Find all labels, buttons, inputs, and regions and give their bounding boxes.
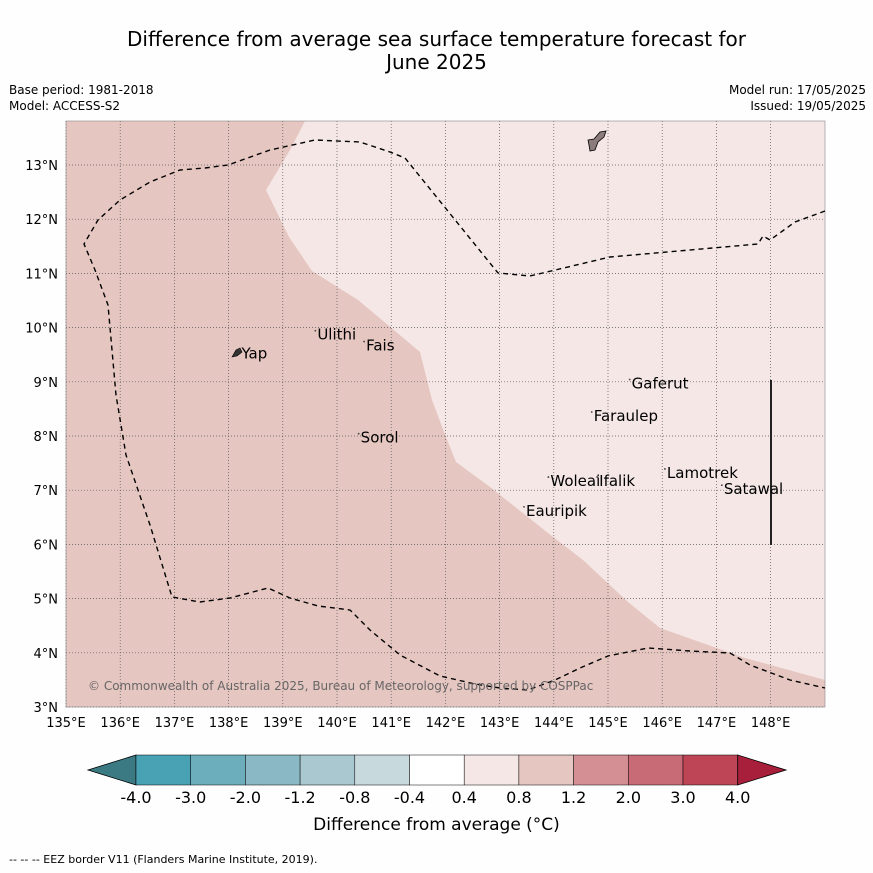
lat-tick-label: 11°N <box>25 267 58 282</box>
island-label: Faraulep <box>594 407 658 425</box>
lon-tick-label: 140°E <box>317 716 357 731</box>
island-marker <box>238 348 241 351</box>
colorbar-segment <box>573 754 629 786</box>
lat-tick-label: 6°N <box>34 538 59 553</box>
island-marker <box>664 468 666 470</box>
colorbar-tick-label: 2.0 <box>616 788 641 807</box>
metadata-right: Model run: 17/05/2025 Issued: 19/05/2025 <box>729 82 866 114</box>
island-marker <box>720 484 723 487</box>
island-marker <box>523 505 525 508</box>
lon-tick-label: 142°E <box>426 716 466 731</box>
island-label: Woleai <box>550 472 600 490</box>
title-line-2: June 2025 <box>386 50 487 74</box>
eez-border <box>83 139 826 691</box>
lat-tick-label: 13°N <box>25 159 58 174</box>
colorbar-tick-label: 3.0 <box>670 788 695 807</box>
colorbar-tick-label: -0.8 <box>339 788 370 807</box>
model-name: Model: ACCESS-S2 <box>9 99 121 113</box>
colorbar-tick-label: -4.0 <box>120 788 151 807</box>
colorbar-label: Difference from average (°C) <box>313 815 560 835</box>
island-label: Eauripik <box>526 502 587 520</box>
colorbar-tick-label: -0.4 <box>394 788 425 807</box>
colorbar: -4.0 -3.0 -2.0 -1.2 -0.8 -0.4 0.4 0.8 1.2 2.0 3.0 4… <box>86 754 788 807</box>
colorbar-segment <box>190 754 246 786</box>
colorbar-tick-label: 4.0 <box>725 788 750 807</box>
colorbar-tick-label: 0.8 <box>506 788 531 807</box>
title-line-1: Difference from average sea surface temp… <box>126 27 746 51</box>
island-marker <box>590 411 593 413</box>
colorbar-segment <box>628 754 684 786</box>
lon-tick-label: 144°E <box>534 716 574 731</box>
island-label: Ifalik <box>599 472 635 490</box>
colorbar-segment <box>354 754 410 786</box>
latitude-ticks: 3°N 4°N 5°N 6°N 7°N 8°N 9°N 10°N 11°N 12°N 13°N <box>25 159 58 716</box>
lon-tick-label: 138°E <box>209 716 249 731</box>
island-marker <box>314 329 317 332</box>
lon-tick-label: 135°E <box>46 716 86 731</box>
map-title: Difference from average sea surface temp… <box>0 28 873 74</box>
lat-tick-label: 9°N <box>34 376 59 391</box>
island-label: Ulithi <box>317 326 356 344</box>
lon-tick-label: 139°E <box>263 716 303 731</box>
island-marker <box>628 378 631 381</box>
lon-tick-label: 146°E <box>642 716 682 731</box>
lon-tick-label: 141°E <box>371 716 411 731</box>
longitude-ticks: 135°E 136°E 137°E 138°E 139°E 140°E 141°E 142°E… <box>46 716 790 731</box>
island-marker <box>363 340 365 343</box>
lon-tick-label: 147°E <box>697 716 737 731</box>
lat-tick-label: 7°N <box>34 484 59 499</box>
island-label: Fais <box>366 337 395 355</box>
colorbar-segment <box>299 754 356 786</box>
lat-tick-label: 3°N <box>34 701 59 716</box>
anomaly-region-high <box>266 121 825 680</box>
island-label: Gaferut <box>632 375 689 393</box>
island-labels: Yap Ulithi Fais Sorol Gaferut Faraulep WoleaiI… <box>238 326 783 520</box>
footnote: -- -- -- EEZ border V11 (Flanders Marine… <box>9 853 318 866</box>
colorbar-extend-high <box>737 754 788 786</box>
island-label: Sorol <box>361 429 399 447</box>
lon-tick-label: 136°E <box>100 716 140 731</box>
lon-tick-label: 137°E <box>155 716 195 731</box>
lat-tick-label: 5°N <box>34 593 59 608</box>
colorbar-tick-label: 0.4 <box>451 788 476 807</box>
copyright-notice: © Commonwealth of Australia 2025, Bureau… <box>88 679 593 693</box>
base-period: Base period: 1981-2018 <box>9 83 154 97</box>
island-label: Yap <box>240 345 267 363</box>
guam-island-shape <box>587 130 607 152</box>
colorbar-segment <box>409 754 465 786</box>
colorbar-extend-low <box>86 754 137 786</box>
island-marker <box>547 476 550 478</box>
colorbar-tick-label: -2.0 <box>230 788 261 807</box>
lon-tick-label: 145°E <box>588 716 628 731</box>
colorbar-segment <box>245 754 301 786</box>
lat-tick-label: 12°N <box>25 213 58 228</box>
colorbar-segment <box>518 754 574 786</box>
lon-tick-label: 143°E <box>480 716 520 731</box>
island-label: Lamotrek <box>667 464 738 482</box>
colorbar-tick-label: -1.2 <box>284 788 315 807</box>
map-frame <box>65 120 826 708</box>
island-marker <box>357 432 360 435</box>
lon-tick-label: 148°E <box>751 716 791 731</box>
colorbar-tick-label: -3.0 <box>175 788 206 807</box>
lat-tick-label: 10°N <box>25 322 58 337</box>
island-label: Satawal <box>724 480 783 498</box>
lat-tick-label: 4°N <box>34 647 59 662</box>
colorbar-segment <box>682 754 738 786</box>
metadata-left: Base period: 1981-2018 Model: ACCESS-S2 <box>9 82 154 114</box>
colorbar-segment <box>135 754 191 786</box>
island-marker <box>596 476 599 478</box>
colorbar-tick-label: 1.2 <box>561 788 586 807</box>
colorbar-segment <box>463 754 520 786</box>
model-run: Model run: 17/05/2025 <box>728 83 866 97</box>
issued-date: Issued: 19/05/2025 <box>750 99 866 113</box>
lat-tick-label: 8°N <box>34 430 59 445</box>
